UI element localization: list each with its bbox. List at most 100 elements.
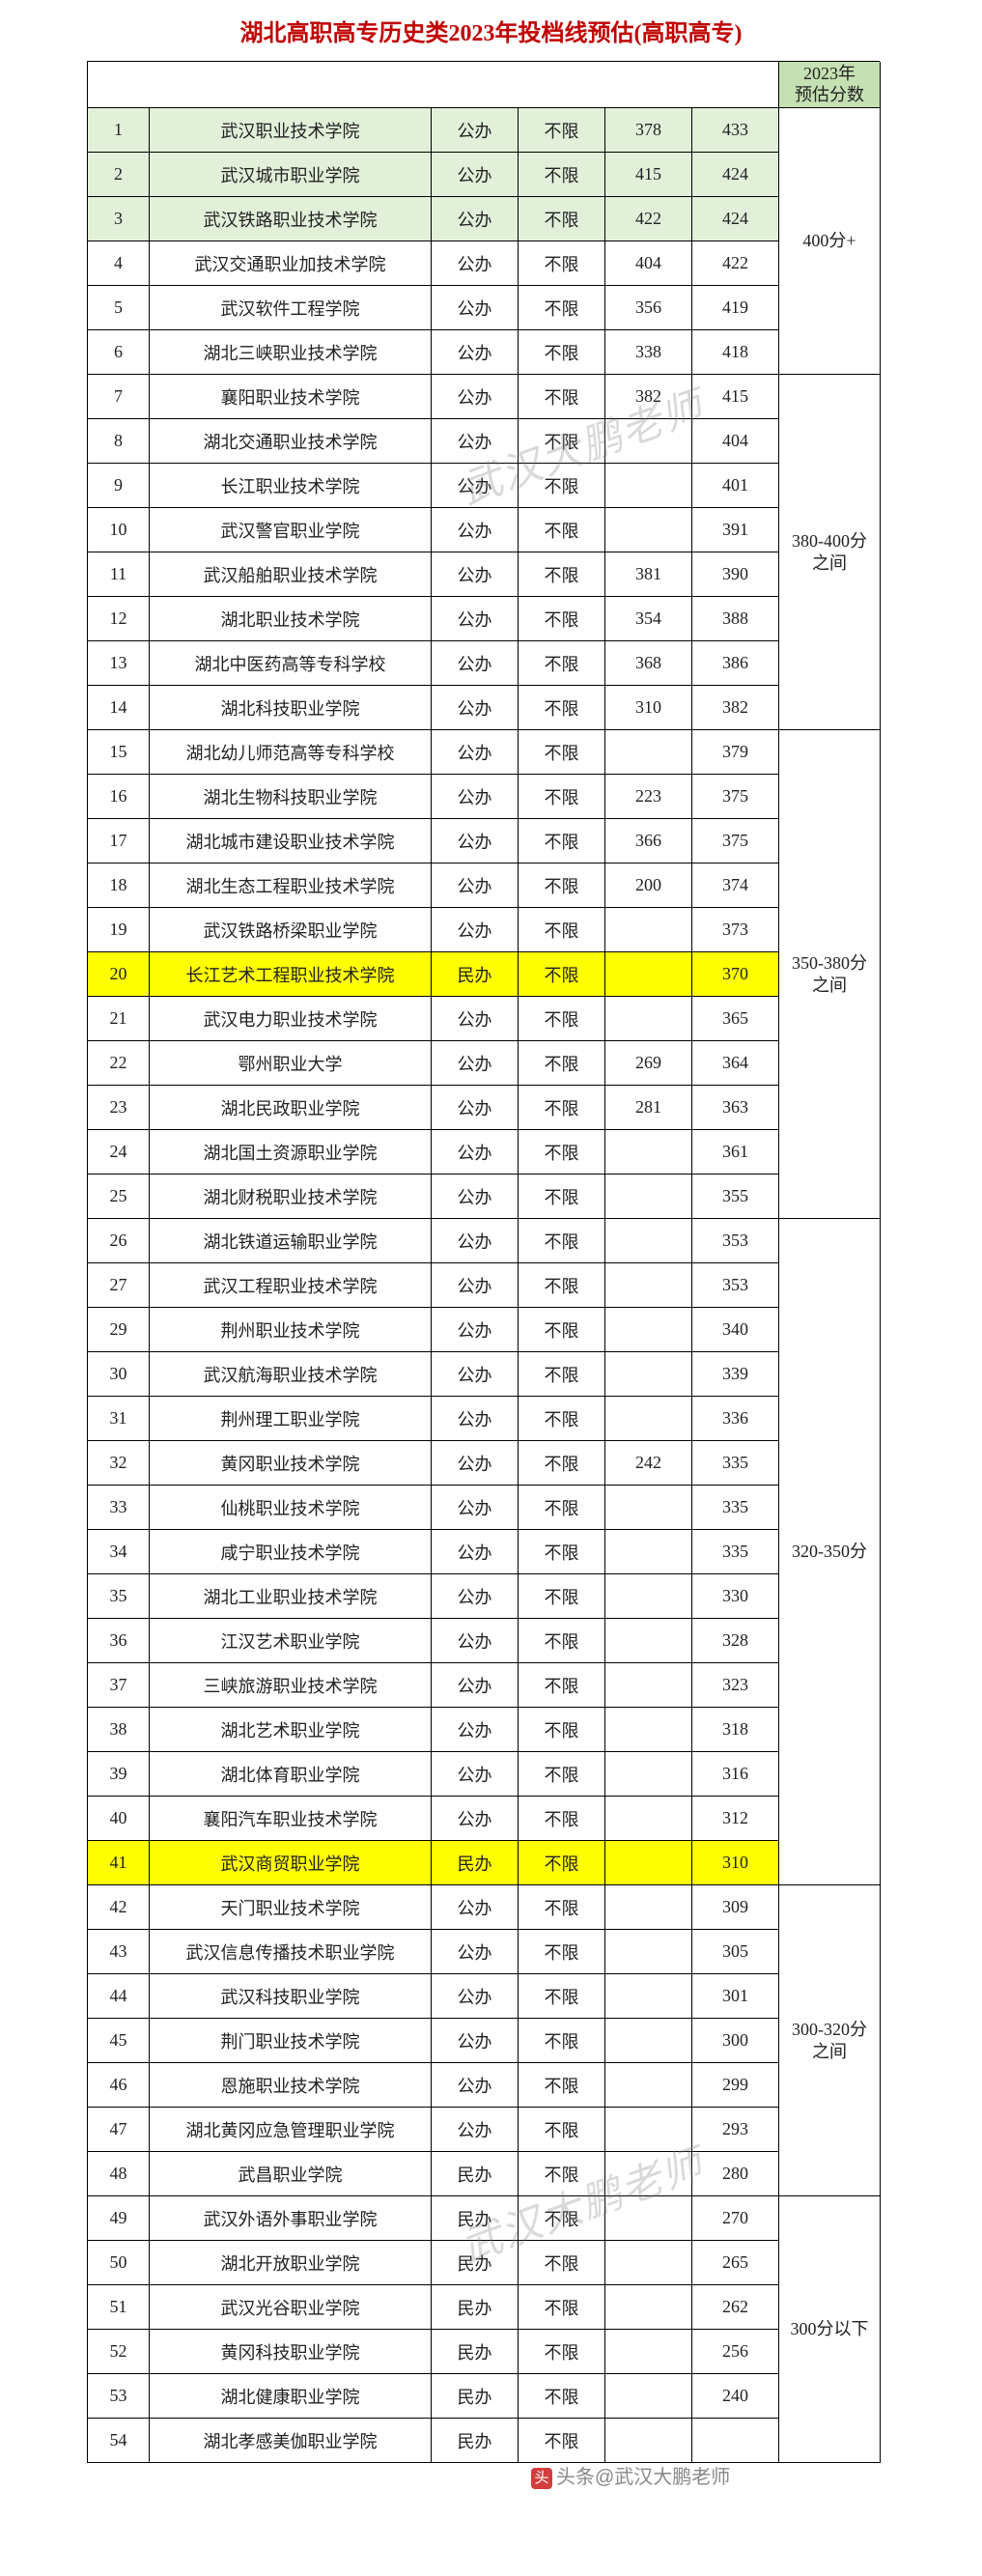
score-a: 378 [605, 108, 692, 153]
score-a [605, 1974, 692, 2019]
score-a [605, 1885, 692, 1930]
header-blank [88, 62, 779, 108]
limit: 不限 [519, 1041, 605, 1086]
limit: 不限 [519, 1619, 605, 1663]
school-name: 湖北中医药高等专科学校 [150, 641, 432, 686]
score-b: 262 [692, 2285, 779, 2330]
limit: 不限 [519, 775, 605, 819]
score-b: 299 [692, 2063, 779, 2108]
school-name: 武汉职业技术学院 [150, 108, 432, 153]
score-a [605, 1752, 692, 1797]
score-b: 353 [692, 1219, 779, 1263]
score-b: 424 [692, 153, 779, 197]
row-index: 4 [88, 241, 150, 286]
school-name: 湖北黄冈应急管理职业学院 [150, 2108, 432, 2152]
score-a: 354 [605, 597, 692, 641]
row-index: 29 [88, 1308, 150, 1352]
limit: 不限 [519, 1530, 605, 1574]
row-index: 44 [88, 1974, 150, 2019]
row-index: 10 [88, 508, 150, 552]
score-a [605, 2241, 692, 2285]
row-index: 8 [88, 419, 150, 464]
score-a [605, 1263, 692, 1308]
school-type: 公办 [432, 1308, 519, 1352]
score-b: 309 [692, 1885, 779, 1930]
school-type: 公办 [432, 241, 519, 286]
row-index: 16 [88, 775, 150, 819]
school-name: 武汉科技职业学院 [150, 1974, 432, 2019]
score-band: 380-400分 之间 [779, 375, 881, 730]
school-type: 公办 [432, 508, 519, 552]
school-type: 公办 [432, 1175, 519, 1219]
limit: 不限 [519, 375, 605, 419]
school-type: 公办 [432, 686, 519, 730]
limit: 不限 [519, 153, 605, 197]
score-a [605, 952, 692, 997]
school-type: 公办 [432, 330, 519, 375]
score-b: 422 [692, 241, 779, 286]
school-type: 公办 [432, 908, 519, 952]
school-type: 公办 [432, 1441, 519, 1486]
limit: 不限 [519, 464, 605, 508]
score-a [605, 1619, 692, 1663]
row-index: 47 [88, 2108, 150, 2152]
score-a [605, 730, 692, 775]
score-b: 391 [692, 508, 779, 552]
score-b: 419 [692, 286, 779, 330]
limit: 不限 [519, 1175, 605, 1219]
school-type: 公办 [432, 197, 519, 241]
limit: 不限 [519, 819, 605, 863]
score-a [605, 1175, 692, 1219]
score-b: 256 [692, 2330, 779, 2374]
row-index: 51 [88, 2285, 150, 2330]
limit: 不限 [519, 908, 605, 952]
school-type: 公办 [432, 286, 519, 330]
score-a [605, 464, 692, 508]
score-b: 365 [692, 997, 779, 1041]
limit: 不限 [519, 508, 605, 552]
score-b: 388 [692, 597, 779, 641]
score-b: 386 [692, 641, 779, 686]
score-b: 363 [692, 1086, 779, 1130]
school-type: 公办 [432, 464, 519, 508]
row-index: 40 [88, 1797, 150, 1841]
row-index: 33 [88, 1486, 150, 1530]
score-a [605, 1130, 692, 1175]
school-name: 长江职业技术学院 [150, 464, 432, 508]
score-b: 353 [692, 1263, 779, 1308]
row-index: 18 [88, 863, 150, 908]
score-b: 375 [692, 775, 779, 819]
school-name: 武汉警官职业学院 [150, 508, 432, 552]
limit: 不限 [519, 2419, 605, 2463]
limit: 不限 [519, 1663, 605, 1708]
limit: 不限 [519, 730, 605, 775]
limit: 不限 [519, 1885, 605, 1930]
score-b: 300 [692, 2019, 779, 2063]
limit: 不限 [519, 108, 605, 153]
score-a [605, 1486, 692, 1530]
score-table: 2023年 预估分数1武汉职业技术学院公办不限378433400分+2武汉城市职… [87, 61, 880, 2463]
school-name: 湖北职业技术学院 [150, 597, 432, 641]
score-b: 433 [692, 108, 779, 153]
school-name: 武汉船舶职业技术学院 [150, 552, 432, 597]
row-index: 7 [88, 375, 150, 419]
row-index: 1 [88, 108, 150, 153]
school-type: 公办 [432, 1752, 519, 1797]
school-name: 黄冈职业技术学院 [150, 1441, 432, 1486]
score-a [605, 1574, 692, 1619]
score-a [605, 2330, 692, 2374]
limit: 不限 [519, 1574, 605, 1619]
score-a: 200 [605, 863, 692, 908]
row-index: 38 [88, 1708, 150, 1752]
score-b: 316 [692, 1752, 779, 1797]
row-index: 32 [88, 1441, 150, 1486]
score-b: 382 [692, 686, 779, 730]
score-band: 320-350分 [779, 1219, 881, 1885]
score-a [605, 508, 692, 552]
score-b: 330 [692, 1574, 779, 1619]
school-type: 公办 [432, 1574, 519, 1619]
school-type: 民办 [432, 2419, 519, 2463]
school-name: 武汉电力职业技术学院 [150, 997, 432, 1041]
score-a: 404 [605, 241, 692, 286]
row-index: 45 [88, 2019, 150, 2063]
